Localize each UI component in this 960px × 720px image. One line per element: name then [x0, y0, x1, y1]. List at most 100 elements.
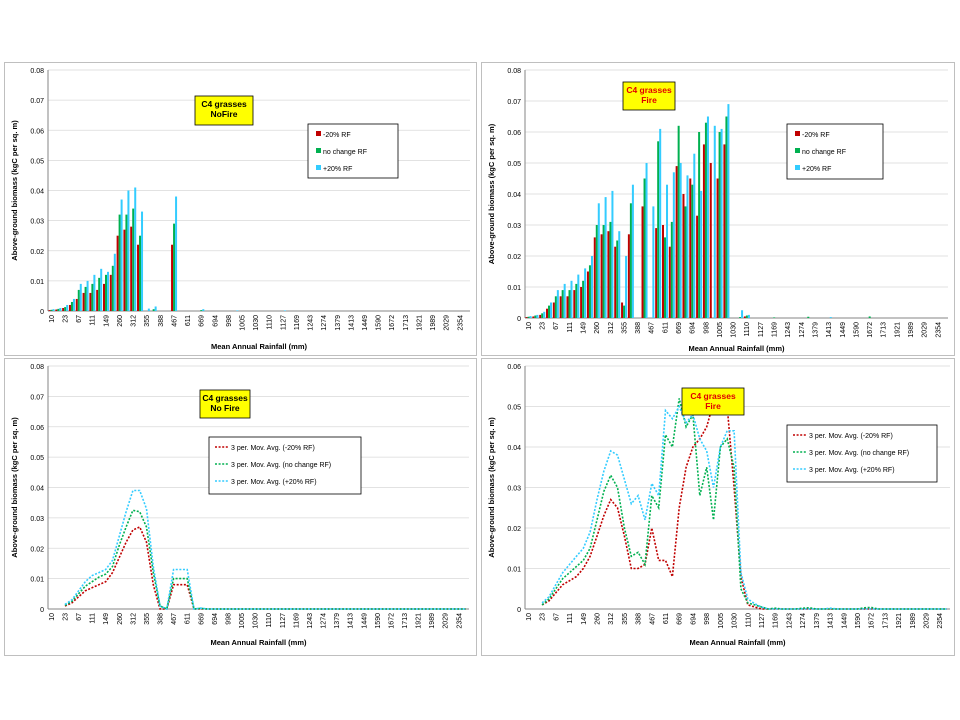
bar — [698, 132, 701, 318]
x-tick-label: 1921 — [896, 613, 903, 629]
bar — [106, 271, 110, 311]
bar — [84, 286, 87, 311]
bar — [132, 208, 135, 311]
x-tick-label: 1243 — [785, 322, 792, 338]
x-tick-label: 1449 — [840, 322, 847, 338]
x-tick-label: 1921 — [894, 322, 901, 338]
x-tick-label: 669 — [676, 322, 683, 334]
bar — [532, 316, 535, 318]
x-axis-title: Mean Annual Rainfall (mm) — [689, 344, 785, 353]
x-tick-label: 388 — [158, 613, 165, 625]
bar — [104, 274, 107, 311]
x-tick-label: 355 — [144, 315, 151, 327]
x-tick-label: 1590 — [375, 613, 382, 629]
x-axis-title: Mean Annual Rainfall (mm) — [211, 638, 307, 647]
x-tick-label: 312 — [608, 322, 615, 334]
bar — [568, 290, 571, 318]
bar — [723, 144, 726, 318]
y-tick-label: 0.06 — [507, 130, 521, 137]
x-tick-label: 1274 — [799, 322, 806, 338]
x-tick-label: 1169 — [772, 322, 779, 337]
bar — [120, 199, 123, 311]
y-tick-label: 0 — [517, 316, 521, 323]
x-tick-label: 998 — [704, 613, 711, 625]
bar — [706, 116, 709, 318]
x-tick-label: 111 — [567, 613, 574, 624]
y-tick-label: 0.05 — [30, 158, 44, 165]
bar — [739, 317, 742, 318]
x-tick-label: 1110 — [266, 613, 273, 628]
legend-label: 3 per. Mov. Avg. (+20% RF) — [809, 467, 895, 474]
chart-label-box — [199, 389, 251, 419]
x-tick-label: 611 — [185, 613, 192, 624]
series-line — [541, 398, 947, 610]
bar — [643, 178, 646, 318]
y-tick-label: 0.06 — [30, 128, 44, 135]
bar — [77, 289, 80, 311]
bar — [684, 206, 687, 318]
x-tick-label: 355 — [622, 613, 629, 625]
bar — [123, 229, 126, 311]
bar — [588, 265, 591, 318]
x-tick-label: 260 — [594, 613, 601, 625]
bar — [102, 283, 105, 311]
x-tick-label: 1127 — [280, 613, 287, 628]
bar — [556, 290, 559, 318]
x-tick-label: 1030 — [731, 322, 738, 338]
x-tick-label: 1713 — [881, 322, 888, 338]
bar — [743, 316, 746, 318]
bar — [566, 296, 569, 318]
x-tick-label: 669 — [199, 315, 206, 327]
y-tick-label: 0.04 — [507, 192, 521, 199]
legend-label: no change RF — [802, 149, 846, 156]
chart-label-box — [622, 81, 676, 111]
legend-label: +20% RF — [323, 166, 352, 173]
bar — [807, 316, 810, 318]
chart-label-line: C4 grasses — [202, 393, 248, 403]
bar — [657, 141, 660, 318]
bar — [130, 226, 133, 311]
x-tick-label: 23 — [62, 613, 69, 621]
x-tick-label: 1672 — [389, 315, 396, 331]
bar — [171, 244, 174, 311]
bar — [118, 214, 121, 311]
bar — [627, 234, 630, 318]
chart-label-line: No Fire — [210, 403, 240, 413]
x-tick-label: 1590 — [376, 315, 383, 331]
x-tick-label: 2354 — [935, 322, 942, 338]
chart-svg-bar-nofire: 0 0.01 0.02 0.03 0.04 0.05 0.06 0.07 0.08 10 23 67 1… — [4, 62, 477, 356]
bar — [529, 316, 532, 318]
bar — [611, 190, 614, 318]
bar — [534, 315, 537, 318]
x-tick-label: 2354 — [457, 315, 464, 331]
x-tick-label: 1379 — [335, 315, 342, 331]
bar — [75, 298, 78, 311]
bar — [700, 190, 703, 318]
bar — [559, 296, 562, 318]
legend-swatch — [316, 131, 321, 136]
legend-label: 3 per. Mov. Avg. (no change RF) — [809, 450, 909, 457]
bar — [580, 287, 583, 318]
bar — [563, 283, 566, 318]
legend-box — [208, 436, 362, 495]
bar — [682, 194, 685, 318]
x-tick-label: 1243 — [308, 315, 315, 331]
x-tick-label: 694 — [212, 315, 219, 327]
x-tick-label: 260 — [117, 613, 124, 625]
bar — [173, 223, 176, 311]
bar — [621, 302, 624, 318]
chart-panel-bar-nofire: 0 0.01 0.02 0.03 0.04 0.05 0.06 0.07 0.08 10 23 67 1… — [4, 62, 477, 356]
y-tick-label: 0 — [40, 309, 44, 316]
bar — [525, 317, 528, 318]
y-tick-label: 0.08 — [30, 364, 44, 371]
series-line — [64, 489, 466, 611]
bar — [202, 309, 205, 311]
bar — [625, 256, 628, 318]
x-tick-label: 1169 — [294, 315, 301, 330]
bar — [677, 125, 680, 318]
bar — [595, 225, 598, 318]
x-tick-label: 1989 — [430, 315, 437, 331]
bar — [773, 317, 776, 318]
bar — [720, 128, 723, 318]
x-tick-label: 111 — [567, 322, 574, 333]
